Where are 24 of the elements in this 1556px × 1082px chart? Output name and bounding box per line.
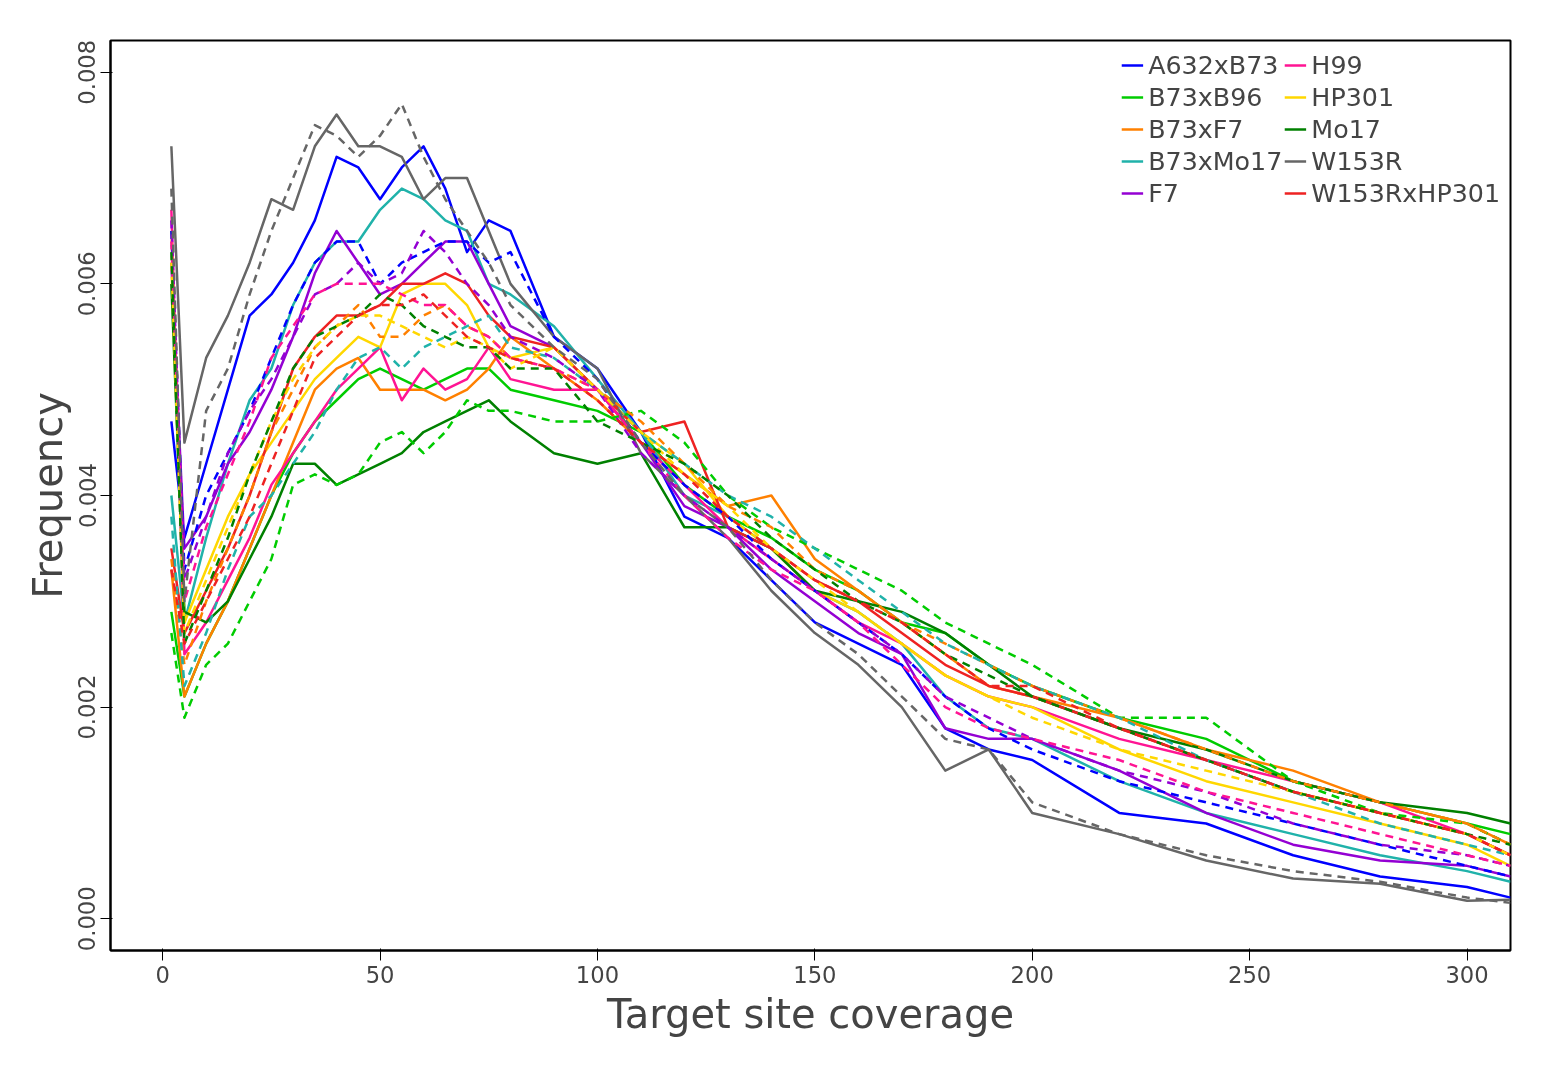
x-axis-title: Target site coverage <box>605 990 1015 1037</box>
legend-label: B73xB96 <box>1148 82 1263 112</box>
legend-label: W153R <box>1311 146 1403 176</box>
y-tick-label: 0.004 <box>74 463 101 528</box>
x-tick-label: 0 <box>155 961 170 988</box>
y-tick-label: 0.000 <box>74 886 101 952</box>
x-tick-label: 50 <box>365 961 395 988</box>
x-tick-label: 300 <box>1445 961 1489 988</box>
legend-label: B73xMo17 <box>1148 146 1283 176</box>
legend-label: H99 <box>1311 50 1363 80</box>
y-tick-label: 0.008 <box>74 39 101 105</box>
x-tick-label: 250 <box>1228 961 1272 988</box>
legend-label: Mo17 <box>1311 114 1381 144</box>
y-tick-label: 0.002 <box>74 674 101 740</box>
x-tick-label: 200 <box>1010 961 1054 988</box>
legend-label: B73xF7 <box>1148 114 1244 144</box>
legend-label: A632xB73 <box>1148 50 1279 80</box>
y-axis-title: Frequency <box>24 392 71 599</box>
legend-label: F7 <box>1148 178 1179 208</box>
legend-label: HP301 <box>1311 82 1395 112</box>
x-tick-label: 100 <box>575 961 620 988</box>
x-tick-label: 150 <box>793 961 837 988</box>
y-tick-label: 0.006 <box>74 251 101 317</box>
legend-label: W153RxHP301 <box>1311 178 1500 208</box>
